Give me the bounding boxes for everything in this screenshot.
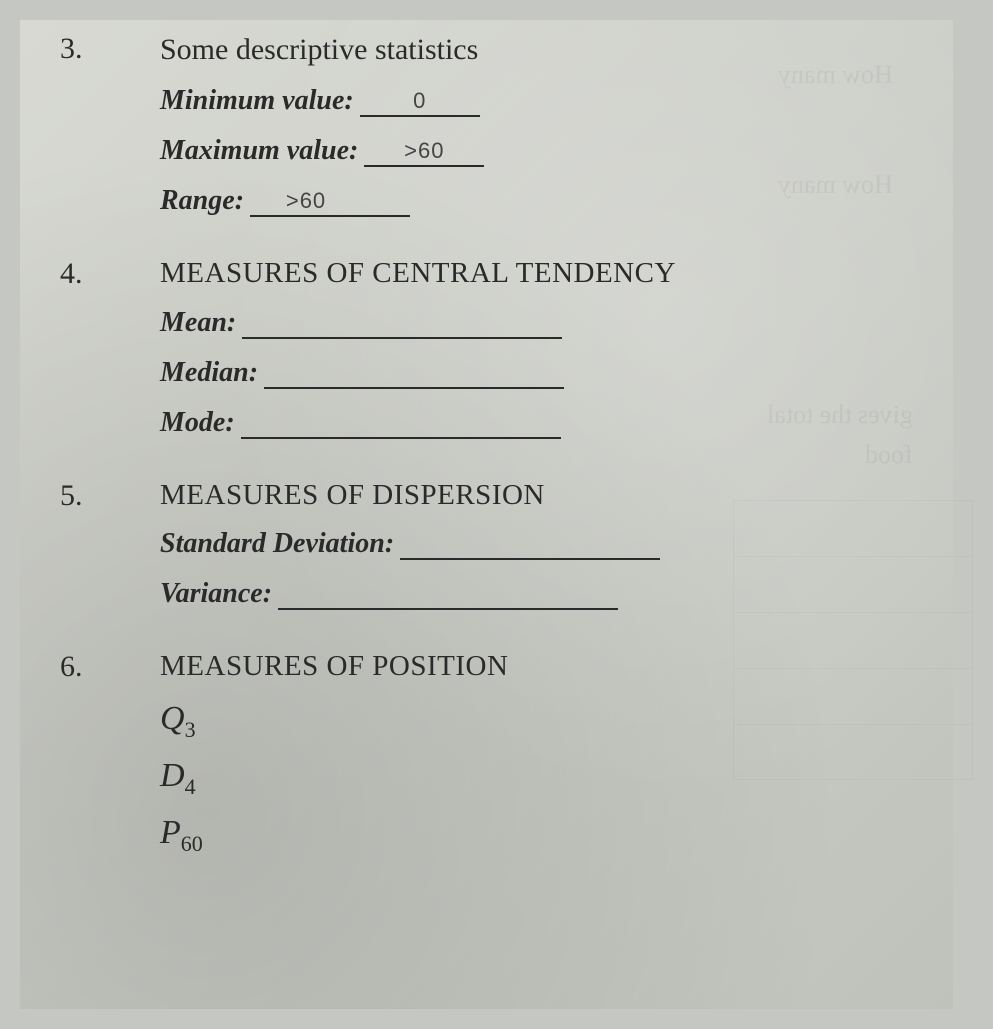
field-mean: Mean: (160, 307, 923, 339)
field-median: Median: (160, 357, 923, 389)
field-label: Standard Deviation: (160, 528, 394, 560)
handwritten-answer: 0 (413, 88, 426, 114)
question-number: 3. (60, 32, 83, 66)
field-label: Median: (160, 357, 258, 389)
field-minimum-value: Minimum value: 0 (160, 85, 923, 117)
bleedthrough-text: food (865, 440, 913, 470)
field-maximum-value: Maximum value: >60 (160, 135, 923, 167)
question-6: 6. MEASURES OF POSITION Q3 D4 P60 (50, 648, 923, 856)
field-range: Range: >60 (160, 185, 923, 217)
symbol: Q (160, 700, 185, 737)
field-standard-deviation: Standard Deviation: (160, 528, 923, 560)
handwritten-answer: >60 (404, 138, 444, 164)
symbol: P (160, 814, 181, 851)
question-4: 4. MEASURES OF CENTRAL TENDENCY Mean: Me… (50, 255, 923, 439)
fill-in-blank[interactable] (278, 582, 618, 610)
question-title: MEASURES OF DISPERSION (160, 477, 923, 515)
fill-in-blank[interactable] (242, 311, 562, 339)
question-3: 3. Some descriptive statistics Minimum v… (50, 30, 923, 217)
fill-in-blank[interactable] (241, 411, 561, 439)
field-label: Range: (160, 185, 244, 217)
subscript: 60 (181, 830, 203, 855)
subscript: 4 (185, 774, 196, 799)
question-title: Some descriptive statistics (160, 30, 923, 69)
field-label: Mode: (160, 407, 235, 439)
question-number: 4. (60, 257, 83, 291)
question-number: 6. (60, 650, 83, 684)
position-measure-q3: Q3 (160, 700, 923, 743)
symbol: D (160, 757, 185, 794)
fill-in-blank[interactable] (264, 361, 564, 389)
handwritten-answer: >60 (286, 188, 326, 214)
field-mode: Mode: (160, 407, 923, 439)
position-measure-p60: P60 (160, 814, 923, 857)
fill-in-blank[interactable]: 0 (360, 89, 480, 117)
fill-in-blank[interactable]: >60 (364, 139, 484, 167)
question-title: MEASURES OF POSITION (160, 648, 923, 686)
position-measure-d4: D4 (160, 757, 923, 800)
field-label: Variance: (160, 578, 272, 610)
field-variance: Variance: (160, 578, 923, 610)
fill-in-blank[interactable]: >60 (250, 189, 410, 217)
question-5: 5. MEASURES OF DISPERSION Standard Devia… (50, 477, 923, 611)
subscript: 3 (185, 717, 196, 742)
fill-in-blank[interactable] (400, 532, 660, 560)
field-label: Maximum value: (160, 135, 358, 167)
field-label: Mean: (160, 307, 236, 339)
question-number: 5. (60, 479, 83, 513)
field-label: Minimum value: (160, 85, 354, 117)
worksheet-page: How many How many gives the total food 3… (20, 20, 953, 1009)
question-title: MEASURES OF CENTRAL TENDENCY (160, 255, 923, 293)
